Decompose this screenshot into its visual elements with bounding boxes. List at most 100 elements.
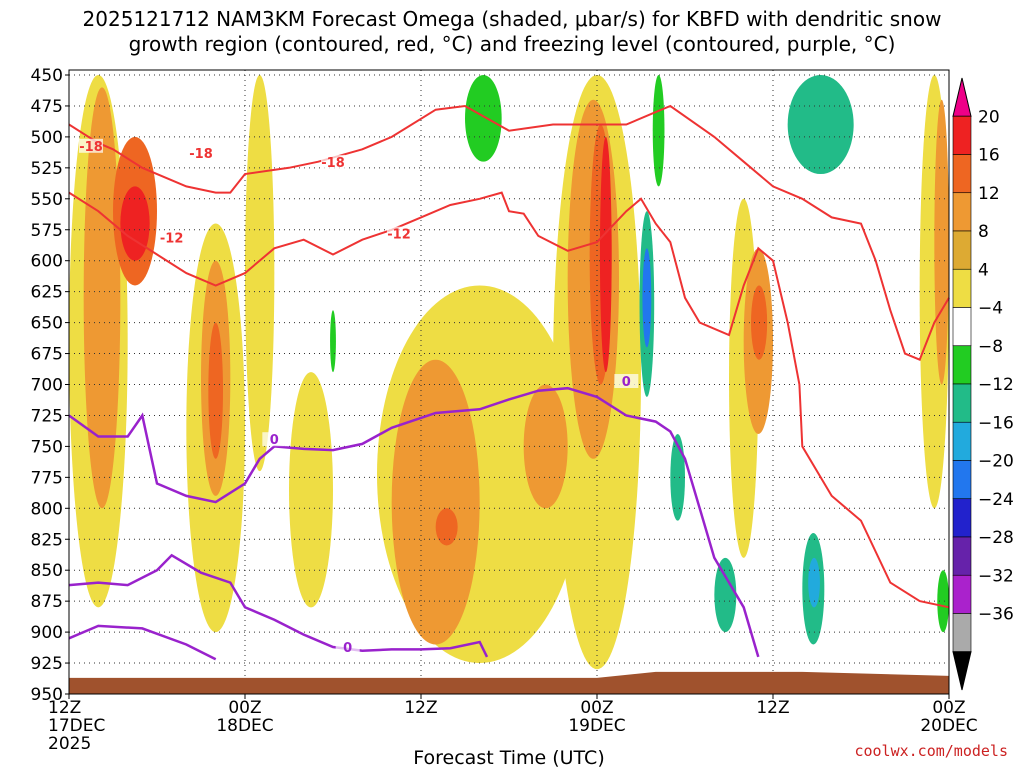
colorbar-bottom-arrow (952, 651, 972, 691)
y-tick-label: 875 (31, 592, 63, 612)
y-tick-label: 475 (31, 97, 63, 117)
y-tick-label: 550 (31, 190, 63, 210)
omega-cell (808, 557, 820, 608)
x-tick-label: 18DEC (216, 716, 273, 736)
omega-cell (330, 310, 336, 373)
omega-cell (391, 359, 480, 645)
omega-cell (289, 372, 333, 608)
colorbar-swatch (952, 460, 972, 500)
omega-shading (69, 74, 950, 670)
y-tick-label: 450 (31, 66, 63, 86)
grid-lines (68, 70, 950, 695)
dgz-contour (68, 191, 950, 609)
colorbar-label: −20 (978, 452, 1014, 472)
colorbar-swatch (952, 268, 972, 308)
colorbar-swatch (952, 154, 972, 194)
dgz-contour (68, 104, 950, 362)
contour-label-bg (262, 432, 287, 447)
freezing-level-contour (68, 553, 489, 658)
colorbar-label: −28 (978, 528, 1014, 548)
contour-label-bg (321, 154, 345, 169)
y-tick-label: 775 (31, 468, 63, 488)
colorbar-swatch (952, 421, 972, 461)
contour-label-bg (387, 226, 411, 241)
colorbar-swatch (952, 192, 972, 232)
chart-title-line2: growth region (contoured, red, °C) and f… (129, 32, 896, 56)
contour-label: -12 (160, 231, 184, 246)
terrain-surface (69, 671, 949, 694)
colorbar-swatch (952, 230, 972, 270)
omega-cell (937, 570, 950, 633)
colorbar-swatch (952, 613, 972, 653)
colorbar-label: 8 (978, 222, 989, 242)
y-tick-label: 750 (31, 437, 63, 457)
y-tick-label: 625 (31, 283, 63, 303)
contour-label-bg (79, 138, 103, 153)
colorbar-swatch (952, 115, 972, 155)
colorbar-label: −8 (978, 337, 1003, 357)
x-tick-label: 19DEC (568, 716, 625, 736)
colorbar-top-arrow (952, 77, 972, 117)
x-tick-label: 00Z (932, 698, 965, 718)
contour-label-bg (614, 374, 639, 389)
freezing-level-contour (68, 386, 760, 658)
colorbar-label: −32 (978, 566, 1014, 586)
x-tick-label: 00Z (228, 698, 261, 718)
pressure-axis: 450 475 500 525 550 575 600 625 650 675 700 725 750 7… (31, 66, 69, 705)
colorbar-label: 12 (978, 184, 1000, 204)
colorbar-label: 16 (978, 146, 1000, 166)
omega-cell (934, 99, 950, 385)
colorbar-label: 20 (978, 107, 1000, 127)
omega-cell (670, 434, 686, 521)
colorbar-swatch (952, 307, 972, 347)
contour-label-bg (335, 640, 360, 655)
y-tick-label: 575 (31, 221, 63, 241)
y-tick-label: 500 (31, 128, 63, 148)
omega-cell (787, 75, 854, 175)
omega-cell (435, 508, 458, 546)
credit-text: coolwx.com/models (854, 742, 1008, 760)
x-tick-label: 17DEC (48, 716, 105, 736)
y-tick-label: 700 (31, 376, 63, 396)
colorbar-label: −12 (978, 375, 1014, 395)
omega-colorbar: 20 16 12 8 4 −4 −8 −12 −16 −20 −24 −28 −32 −36 (952, 77, 1014, 691)
freezing-level-contour (68, 624, 217, 661)
chart-title-line1: 2025121712 NAM3KM Forecast Omega (shaded… (83, 7, 942, 31)
omega-cell (523, 384, 568, 509)
x-tick-label: 20DEC (920, 716, 977, 736)
y-tick-label: 925 (31, 654, 63, 674)
x-tick-label: 00Z (580, 698, 613, 718)
x-tick-label: 12Z (48, 698, 81, 718)
colorbar-label: −36 (978, 605, 1014, 625)
omega-cell (599, 136, 612, 373)
contour-lines: -18 -18 -18 -12 -12 0 0 0 (68, 104, 950, 661)
plot-frame (68, 69, 950, 695)
y-tick-label: 650 (31, 314, 63, 334)
contour-label: 0 (622, 375, 631, 390)
y-tick-label: 675 (31, 345, 63, 365)
colorbar-label: 4 (978, 260, 989, 280)
omega-cell (83, 87, 121, 509)
contour-label: -12 (387, 228, 411, 243)
x-tick-label: 12Z (404, 698, 437, 718)
terrain-fill (69, 671, 949, 694)
y-tick-label: 800 (31, 499, 63, 519)
y-tick-label: 825 (31, 530, 63, 550)
omega-cell (465, 75, 502, 162)
colorbar-swatch (952, 383, 972, 423)
x-axis-title: Forecast Time (UTC) (413, 747, 604, 768)
y-tick-label: 725 (31, 406, 63, 426)
omega-cell (652, 75, 665, 187)
omega-cell (120, 186, 150, 261)
colorbar-swatch (952, 574, 972, 614)
y-tick-label: 850 (31, 561, 63, 581)
omega-cell (714, 557, 737, 633)
y-tick-label: 525 (31, 159, 63, 179)
y-tick-label: 900 (31, 623, 63, 643)
omega-cell (642, 248, 652, 348)
contour-label: 0 (270, 433, 279, 448)
x-tick-label: 12Z (756, 698, 789, 718)
contour-label: -18 (79, 140, 103, 155)
